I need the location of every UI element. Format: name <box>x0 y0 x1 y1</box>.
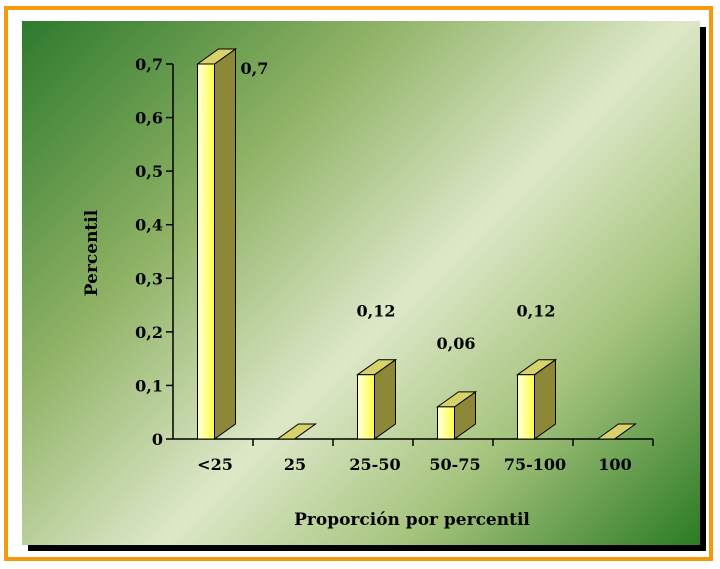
x-tick-labels: <25 25 25-50 50-75 75-100 100 <box>197 455 632 474</box>
y-tick-label: 0,7 <box>135 55 163 74</box>
bar <box>595 423 638 440</box>
y-tick-label: 0,2 <box>135 323 163 342</box>
chart-panel: 0 0,1 0,2 0,3 0,4 0,5 0,6 0,7 <25 25 25-50 50-75 75… <box>22 21 700 545</box>
chart-frame: 0 0,1 0,2 0,3 0,4 0,5 0,6 0,7 <25 25 25-50 50-75 75… <box>4 6 713 561</box>
bar <box>355 358 398 440</box>
data-label: 0,7 <box>241 59 269 78</box>
y-tick-label: 0,6 <box>135 109 163 128</box>
bar-front <box>197 63 215 440</box>
x-tick-label: 25-50 <box>349 455 400 474</box>
x-tick-label: 25 <box>284 455 306 474</box>
x-tick-label: 100 <box>598 455 631 474</box>
data-label: 0,12 <box>517 302 556 321</box>
bar <box>195 48 238 440</box>
bar-top <box>275 423 318 440</box>
bar <box>435 390 478 440</box>
bar-front <box>437 406 455 440</box>
y-tick-label: 0,4 <box>135 216 163 235</box>
y-tick-labels: 0 0,1 0,2 0,3 0,4 0,5 0,6 0,7 <box>135 55 163 449</box>
y-tick-label: 0,3 <box>135 269 163 288</box>
bar-front <box>357 374 375 440</box>
bar-front <box>517 374 535 440</box>
axes <box>166 63 654 446</box>
x-tick-label: <25 <box>197 455 233 474</box>
x-tick-label: 50-75 <box>429 455 480 474</box>
bars <box>195 48 638 440</box>
bar-side <box>214 48 236 440</box>
bar <box>515 358 558 440</box>
y-tick-label: 0,5 <box>135 162 163 181</box>
y-tick-label: 0 <box>152 430 163 449</box>
x-axis-title: Proporción por percentil <box>294 510 530 530</box>
data-label: 0,12 <box>357 302 396 321</box>
y-tick-label: 0,1 <box>135 376 163 395</box>
bar-top <box>595 423 638 440</box>
data-labels: 0,7 0,12 0,06 0,12 <box>241 59 556 353</box>
x-tick-label: 75-100 <box>504 455 566 474</box>
bar <box>275 423 318 440</box>
y-axis-title: Percentil <box>82 209 102 296</box>
data-label: 0,06 <box>437 334 476 353</box>
bar-chart: 0 0,1 0,2 0,3 0,4 0,5 0,6 0,7 <25 25 25-50 50-75 75… <box>82 48 654 530</box>
